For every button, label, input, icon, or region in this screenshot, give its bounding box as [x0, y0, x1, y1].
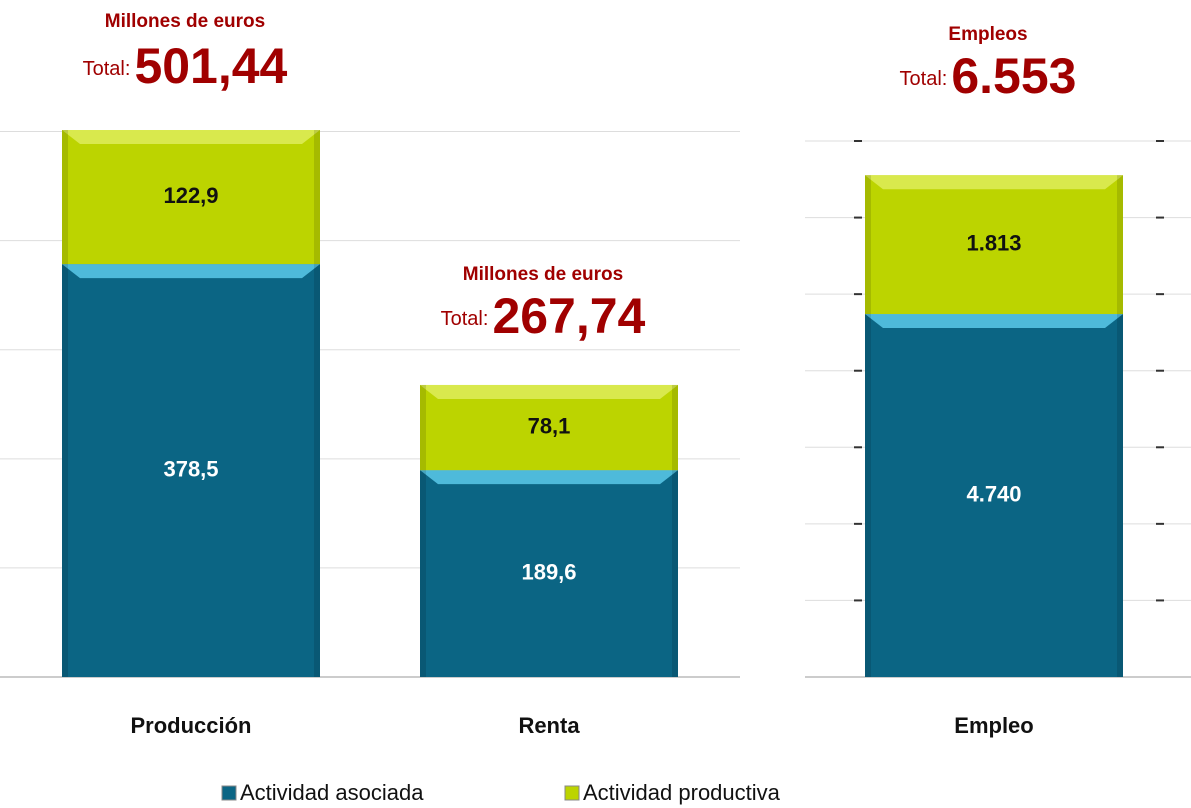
value-label: 378,5 — [163, 456, 218, 481]
unit-label: Empleos — [948, 24, 1027, 45]
x-tick-label: Empleo — [954, 713, 1033, 738]
total-label: Total:267,74 — [441, 288, 646, 344]
legend-swatch — [221, 785, 237, 801]
bevel-side — [1117, 314, 1123, 677]
bevel-side — [62, 264, 68, 677]
bevel-side — [1117, 175, 1123, 315]
value-label: 1.813 — [966, 230, 1021, 255]
value-label: 4.740 — [966, 481, 1021, 506]
bevel-side — [62, 130, 68, 265]
bar-segment — [865, 175, 1123, 315]
total-value: 501,44 — [134, 38, 287, 94]
bar-segment — [865, 314, 1123, 677]
total-label: Total:501,44 — [83, 38, 288, 94]
value-label: 189,6 — [521, 559, 576, 584]
total-value: 6.553 — [951, 48, 1076, 104]
legend-label: Actividad productiva — [583, 780, 781, 805]
bar-segment — [62, 264, 320, 677]
bevel-side — [314, 264, 320, 677]
total-value: 267,74 — [492, 288, 645, 344]
bevel — [420, 470, 678, 485]
bevel-side — [672, 470, 678, 677]
unit-label: Millones de euros — [105, 11, 265, 32]
total-prefix: Total: — [441, 308, 489, 330]
bevel — [62, 130, 320, 145]
bevel-side — [865, 314, 871, 677]
x-tick-label: Producción — [130, 713, 251, 738]
bevel-side — [420, 384, 426, 471]
bevel — [865, 175, 1123, 190]
bevel-side — [420, 470, 426, 677]
bevel-side — [865, 175, 871, 315]
bevel-side — [672, 384, 678, 471]
value-label: 122,9 — [163, 183, 218, 208]
total-prefix: Total: — [83, 58, 131, 80]
bevel — [420, 384, 678, 399]
total-prefix: Total: — [900, 68, 948, 90]
bar-segment — [420, 470, 678, 677]
unit-label: Millones de euros — [463, 264, 623, 285]
value-label: 78,1 — [528, 413, 571, 438]
bevel — [62, 264, 320, 279]
total-label: Total:6.553 — [900, 48, 1077, 104]
bevel — [865, 314, 1123, 329]
bar-segment — [62, 130, 320, 265]
legend-swatch — [564, 785, 580, 801]
bar-segment — [420, 384, 678, 471]
x-tick-label: Renta — [518, 713, 580, 738]
legend-label: Actividad asociada — [240, 780, 424, 805]
bevel-side — [314, 130, 320, 265]
